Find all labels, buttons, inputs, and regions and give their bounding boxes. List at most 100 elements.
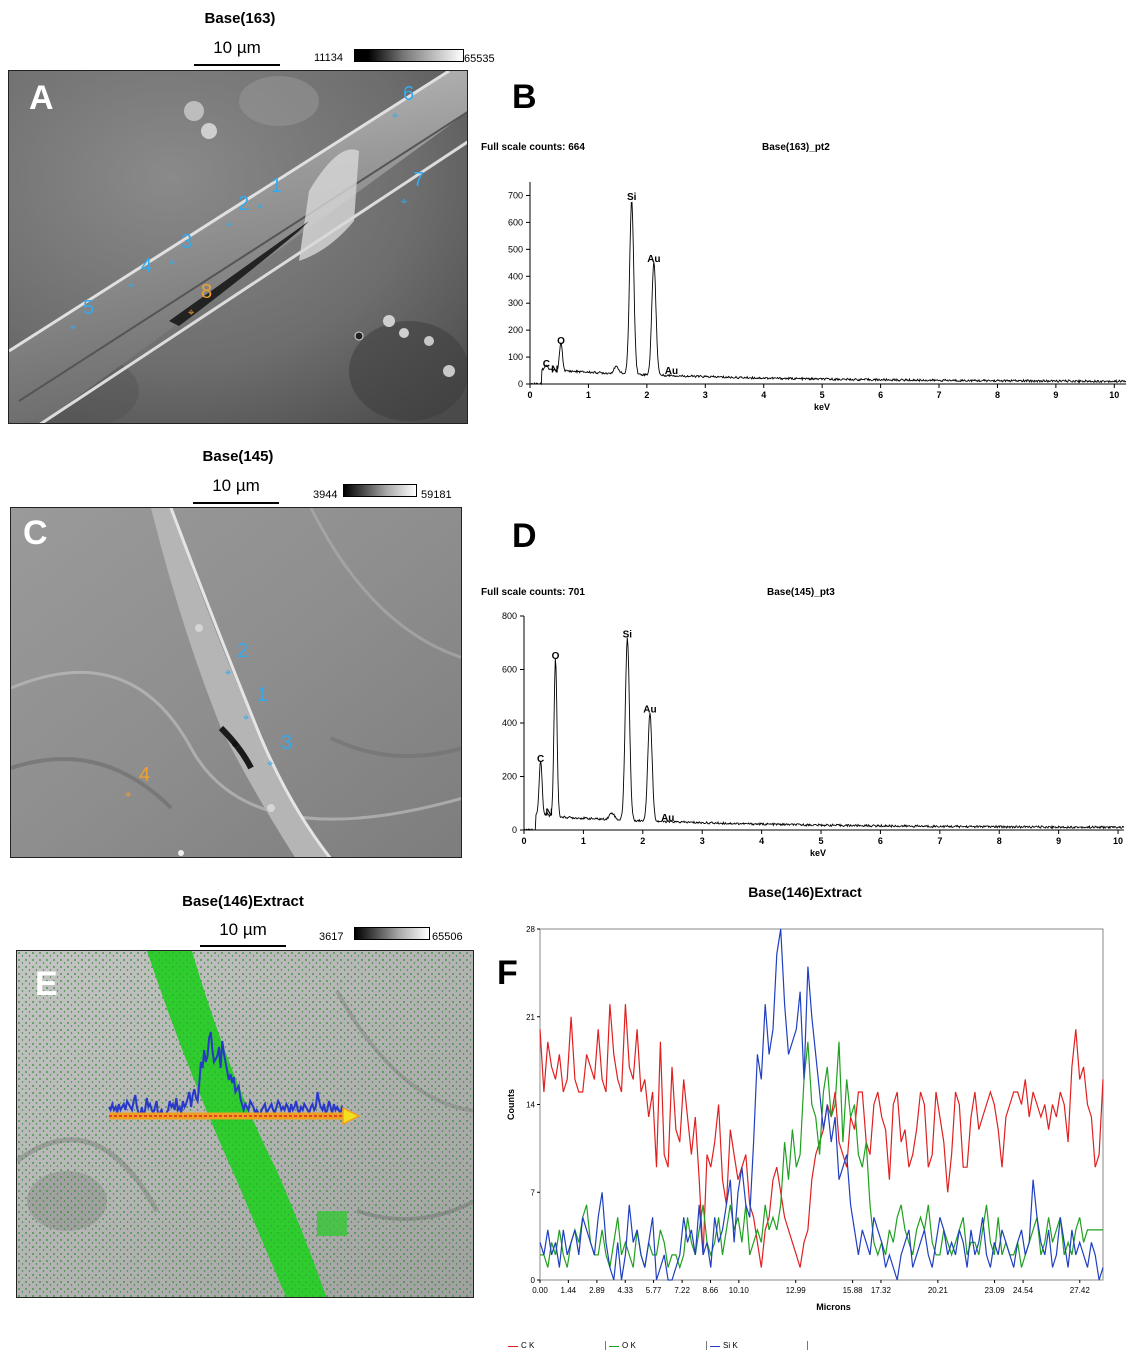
panel-b-letter: B [512, 78, 537, 116]
marker-a-4: ⌖ [128, 280, 135, 292]
x-tick-label: 6 [878, 836, 883, 846]
peak-label-au: Au [661, 813, 674, 824]
point-label-a-3: 3 [181, 231, 193, 253]
peak-label-au: Au [643, 705, 656, 716]
x-tick-label: 10 [1113, 836, 1123, 846]
x-tick-label: 17.32 [871, 1286, 892, 1295]
x-tick-label: 1 [586, 390, 591, 400]
panel-d-letter: D [512, 517, 537, 555]
y-tick-label: 0 [512, 825, 517, 835]
panel-d-spectrum-chart: 0 200 400 600 800 0 1 2 3 4 5 6 7 8 9 10 keV C N O Si Au Au [502, 611, 1125, 858]
x-tick-label: 9 [1053, 390, 1058, 400]
panel-c-letter: C [23, 514, 48, 552]
panel-a-gray-max: 65535 [464, 53, 495, 65]
y-tick-label: 7 [531, 1188, 536, 1197]
x-tick-label: 3 [700, 836, 705, 846]
peak-label-c: C [543, 359, 550, 370]
y-tick-label: 400 [508, 271, 523, 281]
y-tick-label: 600 [508, 217, 523, 227]
panel-a-grayscale-bar [354, 49, 464, 62]
legend-swatch-c [508, 1346, 518, 1347]
y-tick-label: 200 [508, 325, 523, 335]
panel-f-title: Base(146)Extract [748, 884, 862, 900]
panel-d-spectrum-name: Base(145)_pt3 [767, 587, 835, 598]
y-tick-label: 800 [502, 611, 517, 621]
x-axis-label: Microns [816, 1302, 851, 1312]
point-label-c-1: 1 [257, 684, 269, 706]
y-tick-label: 0 [518, 379, 523, 389]
legend-label-si: Si K [723, 1341, 738, 1350]
panel-e-scale-label: 10 µm [219, 920, 267, 939]
x-tick-label: 8.66 [703, 1286, 719, 1295]
peak-label-o: O [552, 651, 560, 662]
x-tick-label: 0 [527, 390, 532, 400]
overlay-profile-line [108, 1031, 348, 1120]
panel-a-letter: A [29, 79, 54, 117]
y-tick-label: 500 [508, 244, 523, 254]
panel-e-gray-min: 3617 [319, 931, 344, 943]
x-tick-label: 7.22 [674, 1286, 690, 1295]
x-tick-label: 4.33 [617, 1286, 633, 1295]
panel-c-title: Base(145) [202, 448, 274, 465]
x-tick-label: 0.00 [532, 1286, 548, 1295]
marker-c-1: ⌖ [243, 712, 250, 724]
panel-e-scale-bar [200, 945, 286, 947]
point-label-a-6: 6 [403, 83, 415, 105]
panel-f-legend: C K O K Si K [505, 1341, 815, 1351]
legend-divider-3 [807, 1341, 808, 1350]
marker-a-3: ⌖ [169, 257, 176, 269]
panel-c-scale-bar [193, 502, 279, 504]
x-tick-label: 5 [820, 390, 825, 400]
spectrum-line [529, 201, 1126, 386]
y-tick-label: 14 [526, 1101, 535, 1110]
x-tick-label: 7 [937, 390, 942, 400]
x-tick-label: 10.10 [729, 1286, 750, 1295]
peak-label-si: Si [623, 629, 633, 640]
y-tick-label: 28 [526, 925, 535, 934]
x-tick-label: 1.44 [561, 1286, 577, 1295]
x-tick-label: 10 [1109, 390, 1119, 400]
panel-c-sem-image: ⌖ ⌖ ⌖ ⌖ 1 2 3 4 C [10, 507, 462, 858]
spectrum-line [523, 637, 1125, 831]
marker-a-5: ⌖ [70, 322, 77, 334]
panel-f-line-profile-chart: 0 7 14 21 28 0.00 1.44 2.89 4.33 5.77 7.22 8.66 10.1… [506, 925, 1104, 1312]
x-tick-label: 5.77 [646, 1286, 662, 1295]
x-tick-label: 4 [759, 836, 764, 846]
y-tick-label: 0 [531, 1276, 536, 1285]
y-tick-label: 200 [502, 772, 517, 782]
legend-swatch-si [710, 1346, 720, 1347]
y-tick-label: 400 [502, 718, 517, 728]
point-label-c-4: 4 [139, 764, 151, 786]
y-tick-label: 21 [526, 1013, 535, 1022]
x-tick-label: 8 [995, 390, 1000, 400]
x-tick-label: 9 [1056, 836, 1061, 846]
panel-c-grayscale-bar [343, 484, 417, 497]
x-tick-label: 23.09 [985, 1286, 1006, 1295]
panel-b-spectrum-chart: 0 100 200 300 400 500 600 700 0 1 2 3 4 5 6 7 8 9 10 keV C N O… [508, 182, 1126, 412]
peak-label-n: N [551, 364, 558, 375]
legend-swatch-o [609, 1346, 619, 1347]
peak-label-c: C [537, 754, 544, 765]
x-tick-label: 27.42 [1070, 1286, 1091, 1295]
marker-a-6: ⌖ [392, 110, 399, 122]
x-tick-label: 7 [937, 836, 942, 846]
plot-frame [539, 928, 1104, 1281]
x-tick-label: 20.21 [928, 1286, 949, 1295]
marker-a-8: ⌖ [188, 307, 195, 319]
x-tick-label: 8 [997, 836, 1002, 846]
panel-e-title: Base(146)Extract [182, 893, 304, 910]
panel-e-map-image: E [16, 950, 474, 1298]
series-line-si-k [539, 928, 1104, 1281]
x-tick-label: 6 [878, 390, 883, 400]
x-tick-label: 0 [521, 836, 526, 846]
marker-a-7: ⌖ [401, 196, 408, 208]
panel-c-gray-max: 59181 [421, 489, 452, 501]
x-tick-label: 2 [644, 390, 649, 400]
point-label-a-1: 1 [271, 175, 283, 197]
marker-a-1: ⌖ [257, 201, 264, 213]
point-label-c-2: 2 [237, 640, 249, 662]
panel-a-scale-label: 10 µm [213, 38, 261, 57]
point-label-a-5: 5 [83, 297, 95, 319]
panel-a-gray-min: 11134 [314, 52, 343, 64]
marker-a-2: ⌖ [226, 219, 233, 231]
